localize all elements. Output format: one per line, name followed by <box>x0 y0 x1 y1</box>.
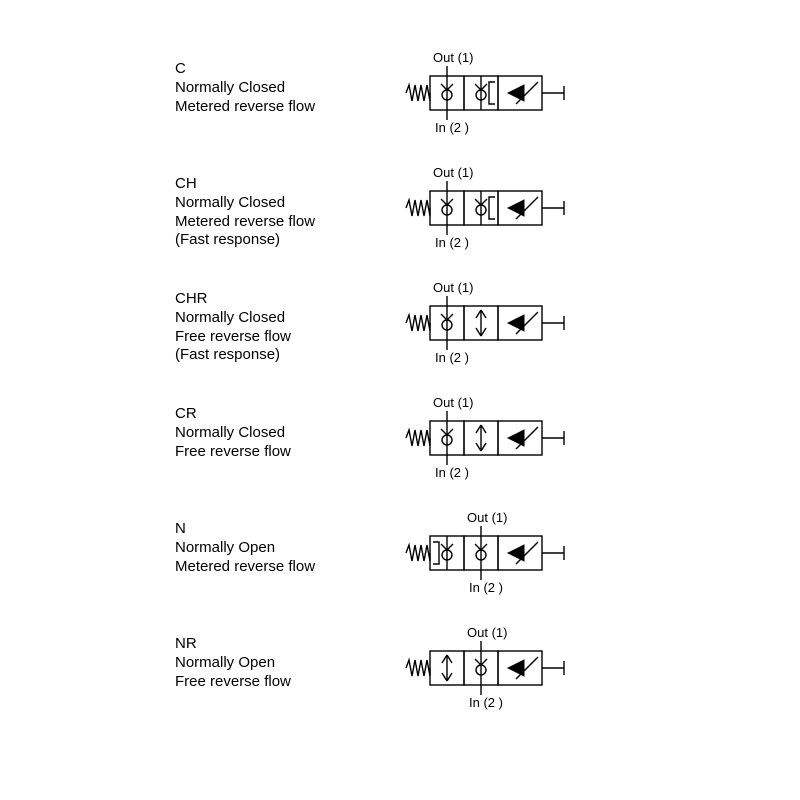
svg-text:Out (1): Out (1) <box>433 280 473 295</box>
svg-text:Out (1): Out (1) <box>433 165 473 180</box>
svg-text:In (2 ): In (2 ) <box>435 235 469 250</box>
svg-text:Out (1): Out (1) <box>467 625 507 640</box>
valve-label-CR: CRNormally ClosedFree reverse flow <box>175 405 291 461</box>
valve-symbol-CR: Out (1) In (2 ) <box>400 393 630 488</box>
svg-text:In (2 ): In (2 ) <box>469 695 503 710</box>
valve-label-N: NNormally OpenMetered reverse flow <box>175 520 315 576</box>
valve-desc-line: Normally Open <box>175 539 315 558</box>
svg-text:In (2 ): In (2 ) <box>469 580 503 595</box>
valve-desc-line: Free reverse flow <box>175 673 291 692</box>
valve-symbol-N: Out (1) In (2 ) <box>400 508 630 603</box>
valve-label-C: CNormally ClosedMetered reverse flow <box>175 60 315 116</box>
valve-desc-line: Free reverse flow <box>175 443 291 462</box>
valve-code: NR <box>175 635 291 654</box>
valve-desc-line: Metered reverse flow <box>175 98 315 117</box>
svg-text:Out (1): Out (1) <box>433 50 473 65</box>
valve-desc-line: (Fast response) <box>175 231 315 250</box>
valve-label-CH: CHNormally ClosedMetered reverse flow(Fa… <box>175 175 315 250</box>
valve-desc-line: Metered reverse flow <box>175 558 315 577</box>
valve-code: N <box>175 520 315 539</box>
valve-symbol-NR: Out (1) In (2 ) <box>400 623 630 718</box>
valve-desc-line: Metered reverse flow <box>175 213 315 232</box>
valve-desc-line: Normally Closed <box>175 79 315 98</box>
valve-code: CHR <box>175 290 291 309</box>
svg-text:In (2 ): In (2 ) <box>435 350 469 365</box>
valve-desc-line: Free reverse flow <box>175 328 291 347</box>
valve-desc-line: Normally Closed <box>175 194 315 213</box>
valve-code: CR <box>175 405 291 424</box>
valve-code: CH <box>175 175 315 194</box>
svg-text:Out (1): Out (1) <box>467 510 507 525</box>
valve-label-NR: NRNormally OpenFree reverse flow <box>175 635 291 691</box>
valve-label-CHR: CHRNormally ClosedFree reverse flow(Fast… <box>175 290 291 365</box>
svg-text:In (2 ): In (2 ) <box>435 120 469 135</box>
valve-desc-line: Normally Closed <box>175 309 291 328</box>
valve-code: C <box>175 60 315 79</box>
valve-desc-line: Normally Closed <box>175 424 291 443</box>
valve-symbol-CHR: Out (1) In (2 ) <box>400 278 630 373</box>
valve-desc-line: (Fast response) <box>175 346 291 365</box>
svg-text:Out (1): Out (1) <box>433 395 473 410</box>
valve-desc-line: Normally Open <box>175 654 291 673</box>
valve-symbol-C: Out (1) In (2 ) <box>400 48 630 143</box>
svg-text:In (2 ): In (2 ) <box>435 465 469 480</box>
valve-symbol-CH: Out (1) In (2 ) <box>400 163 630 258</box>
